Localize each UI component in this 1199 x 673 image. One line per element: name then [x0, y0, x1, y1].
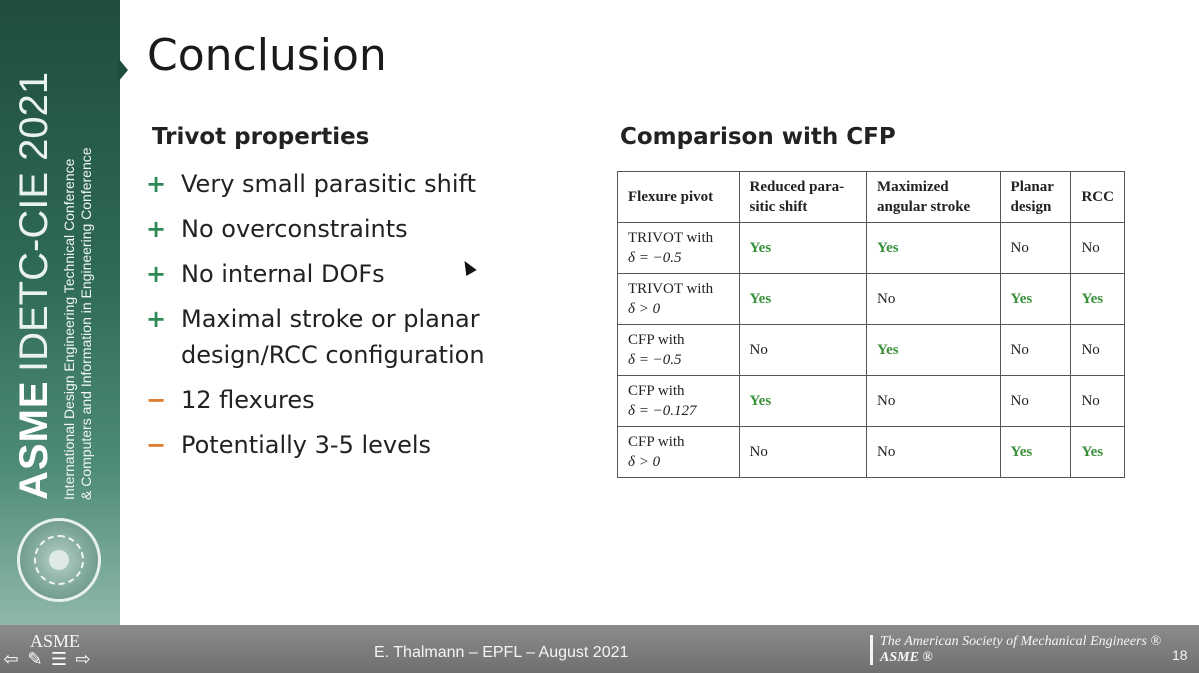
conference-sidebar: ASME IDETC-CIE 2021 International Design…: [0, 0, 120, 625]
property-item: + No internal DOFs: [146, 256, 506, 292]
pivot-name: TRIVOT with: [628, 281, 714, 297]
property-item: + Maximal stroke or planar design/RCC con…: [146, 301, 506, 373]
value-cell: Yes: [738, 273, 867, 325]
minus-icon: −: [146, 386, 167, 414]
property-text: 12 flexures: [181, 386, 315, 414]
value-cell: Yes: [865, 222, 1001, 274]
value-cell: No: [738, 324, 867, 376]
table-header-row: Flexure pivot Reduced para-sitic shift M…: [617, 171, 1125, 223]
column-header: Flexure pivot: [617, 171, 740, 223]
pen-icon[interactable]: ✎: [27, 649, 43, 670]
column-header: RCC: [1070, 171, 1125, 223]
conference-line-2: & Computers and Information in Engineeri…: [78, 147, 94, 500]
asme-logo: ASME: [30, 631, 81, 651]
column-header: Planar design: [999, 171, 1072, 223]
footer-credit: E. Thalmann – EPFL – August 2021: [374, 644, 629, 661]
plus-icon: +: [146, 305, 167, 333]
plus-icon: +: [146, 260, 167, 288]
previous-arrow-icon[interactable]: ⇦: [3, 649, 19, 670]
column-header: Reduced para-sitic shift: [738, 171, 867, 223]
comparison-table: Flexure pivot Reduced para-sitic shift M…: [617, 171, 1125, 478]
value-cell: No: [865, 426, 1001, 478]
pivot-condition: δ = −0.127: [628, 403, 697, 419]
minus-icon: −: [146, 431, 167, 459]
property-item: −12 flexures: [146, 382, 506, 418]
value-cell: No: [1070, 222, 1125, 274]
table-row: CFP with δ = −0.127 Yes No No No: [617, 375, 1125, 427]
pivot-name: CFP with: [628, 383, 685, 399]
society-name: The American Society of Mechanical Engin…: [880, 634, 1161, 649]
value-cell: Yes: [999, 273, 1072, 325]
value-cell: No: [738, 426, 867, 478]
properties-list: + Very small parasitic shift + No overcons…: [146, 166, 506, 472]
property-text: No overconstraints: [181, 215, 408, 243]
property-text: Maximal stroke or planar design/RCC conf…: [181, 305, 485, 369]
table-row: TRIVOT with δ = −0.5 Yes Yes No No: [617, 222, 1125, 274]
property-item: + Very small parasitic shift: [146, 166, 506, 202]
value-cell: Yes: [738, 222, 867, 274]
next-arrow-icon[interactable]: ⇨: [75, 649, 91, 670]
comparison-heading: Comparison with CFP: [620, 124, 896, 150]
pivot-condition: δ > 0: [628, 301, 661, 317]
table-row: CFP with δ > 0 No No Yes Yes: [617, 426, 1125, 478]
slide-title: Conclusion: [147, 30, 387, 81]
slide-navigation: ⇦ ✎ ☰ ⇨: [0, 649, 94, 671]
column-header: Maximized angular stroke: [865, 171, 1001, 223]
property-item: + No overconstraints: [146, 211, 506, 247]
property-text: Potentially 3-5 levels: [181, 431, 432, 459]
sidebar-notch: [118, 58, 128, 82]
plus-icon: +: [146, 215, 167, 243]
value-cell: No: [1070, 375, 1125, 427]
pivot-name: CFP with: [628, 332, 685, 348]
property-item: − Potentially 3-5 levels: [146, 427, 506, 463]
pivot-condition: δ > 0: [628, 454, 661, 470]
menu-icon[interactable]: ☰: [50, 649, 68, 670]
value-cell: Yes: [865, 324, 1001, 376]
table-row: CFP with δ = −0.5 No Yes No No: [617, 324, 1125, 376]
value-cell: Yes: [1070, 273, 1125, 325]
value-cell: Yes: [999, 426, 1072, 478]
pivot-cell: TRIVOT with δ > 0: [617, 273, 740, 325]
footer-divider: [870, 635, 873, 665]
pivot-cell: TRIVOT with δ = −0.5: [617, 222, 740, 274]
conference-emblem-icon: [17, 518, 101, 602]
properties-heading: Trivot properties: [152, 124, 370, 150]
pivot-condition: δ = −0.5: [628, 352, 682, 368]
society-asme: ASME ®: [880, 650, 933, 665]
value-cell: Yes: [1070, 426, 1125, 478]
event-name: IDETC-CIE 2021: [12, 71, 56, 372]
value-cell: Yes: [738, 375, 867, 427]
pivot-name: TRIVOT with: [628, 230, 714, 246]
value-cell: No: [865, 273, 1001, 325]
asme-wordmark: ASME: [12, 380, 56, 500]
conference-line-1: International Design Engineering Technic…: [61, 158, 77, 500]
pivot-cell: CFP with δ = −0.5: [617, 324, 740, 376]
pivot-condition: δ = −0.5: [628, 250, 682, 266]
value-cell: No: [1070, 324, 1125, 376]
property-text: No internal DOFs: [181, 260, 385, 288]
table-row: TRIVOT with δ > 0 Yes No Yes Yes: [617, 273, 1125, 325]
property-text: Very small parasitic shift: [181, 170, 476, 198]
pivot-name: CFP with: [628, 434, 685, 450]
value-cell: No: [999, 222, 1072, 274]
page-number: 18: [1172, 647, 1188, 663]
slide-footer: ASME ⇦ ✎ ☰ ⇨ E. Thalmann – EPFL – August…: [0, 625, 1199, 673]
pivot-cell: CFP with δ = −0.127: [617, 375, 740, 427]
value-cell: No: [999, 375, 1072, 427]
value-cell: No: [999, 324, 1072, 376]
value-cell: No: [865, 375, 1001, 427]
pivot-cell: CFP with δ > 0: [617, 426, 740, 478]
plus-icon: +: [146, 170, 167, 198]
